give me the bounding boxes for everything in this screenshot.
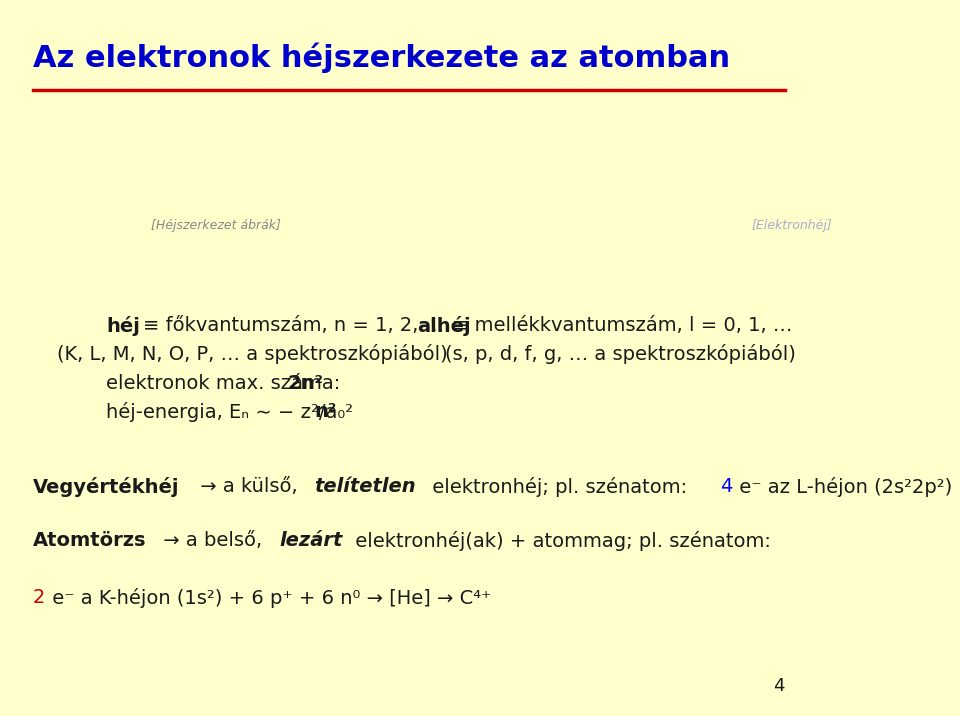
Text: [Elektronhéj]: [Elektronhéj] <box>752 219 832 232</box>
Text: elektronhéj; pl. szénatom:: elektronhéj; pl. szénatom: <box>426 477 693 497</box>
Text: e⁻ az L-héjon (2s²2p²): e⁻ az L-héjon (2s²2p²) <box>733 477 952 497</box>
Text: lezárt: lezárt <box>279 531 343 550</box>
Text: 4: 4 <box>720 478 732 496</box>
Text: [Héjszerkezet ábrák]: [Héjszerkezet ábrák] <box>151 219 281 232</box>
Text: alhéj: alhéj <box>417 316 470 336</box>
Text: → a külső,: → a külső, <box>194 478 303 496</box>
Text: n²: n² <box>315 402 337 421</box>
Text: (K, L, M, N, O, P, … a spektroszkópiából): (K, L, M, N, O, P, … a spektroszkópiából… <box>58 344 448 364</box>
Text: héj-energia, Eₙ ∼ − z²/a₀²: héj-energia, Eₙ ∼ − z²/a₀² <box>107 402 353 422</box>
Text: telítetlen: telítetlen <box>314 478 416 496</box>
Text: Vegyértékhéj: Vegyértékhéj <box>33 477 180 497</box>
Text: ≡ főkvantumszám, n = 1, 2, …: ≡ főkvantumszám, n = 1, 2, … <box>143 316 444 335</box>
Text: e⁻ a K-héjon (1s²) + 6 p⁺ + 6 n⁰ → [He] → C⁴⁺: e⁻ a K-héjon (1s²) + 6 p⁺ + 6 n⁰ → [He] … <box>46 588 492 608</box>
Text: ≡ mellékkvantumszám, l = 0, 1, …: ≡ mellékkvantumszám, l = 0, 1, … <box>452 316 792 335</box>
Text: elektronok max. száma:: elektronok max. száma: <box>107 374 347 392</box>
Text: 4: 4 <box>773 677 784 695</box>
Text: Atomtörzs: Atomtörzs <box>33 531 146 550</box>
Text: héj: héj <box>107 316 140 336</box>
Text: elektronhéj(ak) + atommag; pl. szénatom:: elektronhéj(ak) + atommag; pl. szénatom: <box>349 531 771 551</box>
Text: → a belső,: → a belső, <box>157 531 269 550</box>
Text: (s, p, d, f, g, … a spektroszkópiából): (s, p, d, f, g, … a spektroszkópiából) <box>445 344 796 364</box>
Text: 2: 2 <box>33 589 45 607</box>
Text: 2n²: 2n² <box>288 374 324 392</box>
Text: Az elektronok héjszerkezete az atomban: Az elektronok héjszerkezete az atomban <box>33 43 730 74</box>
